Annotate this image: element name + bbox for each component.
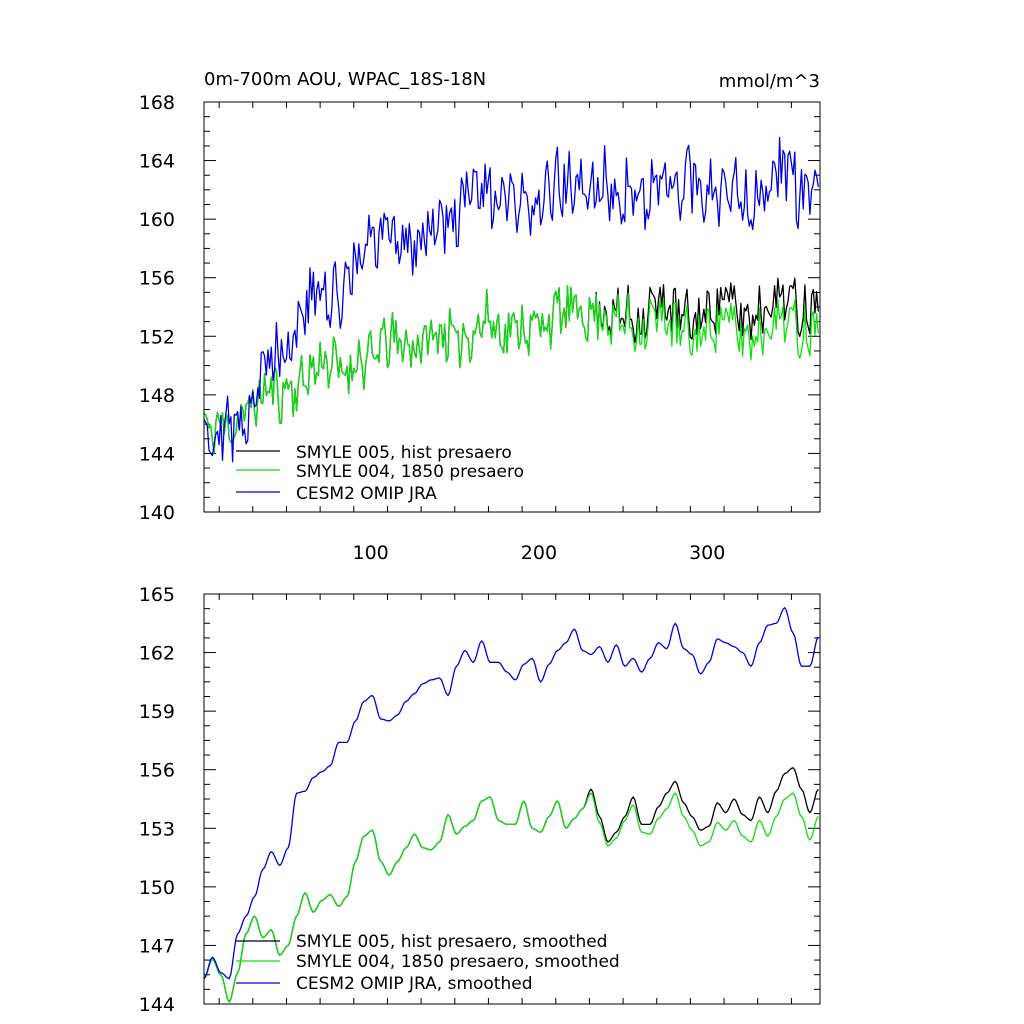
y-tick-label: 168 [139,92,175,114]
bottom-legend-label-smyle005: SMYLE 005, hist presaero, smoothed [296,932,607,952]
top-legend-label-smyle005: SMYLE 005, hist presaero [296,443,512,463]
y-tick-label: 144 [139,443,175,465]
y-tick-label: 150 [139,877,175,899]
y-tick-label: 156 [139,268,175,290]
series-line-smyle-004-1850-presaero-smoothed [203,792,819,1003]
bottom-ticks [204,593,820,1005]
y-tick-label: 153 [139,818,175,840]
y-tick-label: 156 [139,760,175,782]
y-tick-label: 152 [139,326,175,348]
chart-title: 0m-700m AOU, WPAC_18S-18N [204,69,486,90]
bottom-series-group [203,607,819,1003]
panel-bottom: 144 147 150 153 156 159 162 165 SMYLE 005, hist… [139,584,821,1016]
units-label: mmol/m^3 [719,71,820,92]
series-line-smyle-004-1850-presaero [203,285,819,455]
y-tick-label: 165 [139,584,175,606]
series-line-cesm2-omip-jra-smoothed [203,607,819,980]
x-tick-label: 100 [352,542,388,564]
top-legend: SMYLE 005, hist presaero SMYLE 004, 1850… [236,443,524,504]
series-line-smyle-005-hist-presaero [203,277,819,455]
y-tick-label: 162 [139,643,175,665]
top-legend-label-cesm2: CESM2 OMIP JRA [296,484,437,504]
y-tick-label: 164 [139,151,175,173]
y-tick-label: 140 [139,502,175,524]
bottom-legend: SMYLE 005, hist presaero, smoothed SMYLE… [236,932,620,994]
x-tick-label: 300 [689,542,725,564]
series-line-cesm2-omip-jra [203,136,819,463]
y-tick-label: 144 [139,994,175,1016]
y-tick-label: 159 [139,701,175,723]
bottom-legend-label-cesm2: CESM2 OMIP JRA, smoothed [296,974,533,994]
y-tick-label: 160 [139,209,175,231]
top-x-tick-labels: 100 200 300 [352,542,725,564]
top-legend-label-smyle004: SMYLE 004, 1850 presaero [296,462,524,482]
bottom-plot-frame [203,593,821,1005]
panel-top: 0m-700m AOU, WPAC_18S-18N mmol/m^3 14014… [139,69,821,564]
top-plot-frame [203,101,821,513]
bottom-y-tick-labels: 144 147 150 153 156 159 162 165 [139,584,175,1016]
y-tick-label: 147 [139,935,175,957]
bottom-legend-label-smyle004: SMYLE 004, 1850 presaero, smoothed [296,952,620,972]
top-series-group [203,136,819,463]
y-tick-label: 148 [139,385,175,407]
top-y-tick-labels: 140 144 148 152 156 160 164 168 [139,92,175,524]
x-tick-label: 200 [521,542,557,564]
